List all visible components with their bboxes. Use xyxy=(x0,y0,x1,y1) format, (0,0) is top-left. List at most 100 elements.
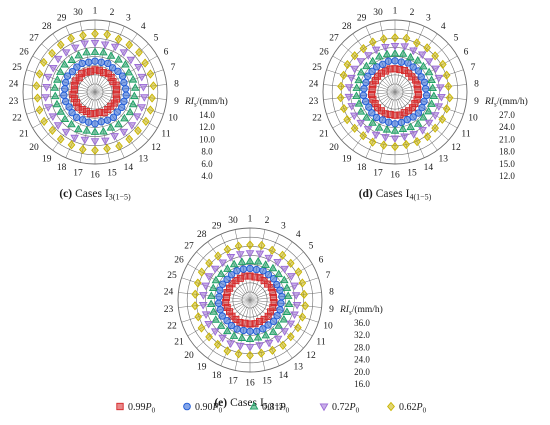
data-point xyxy=(124,67,134,76)
data-point xyxy=(61,97,70,106)
data-point xyxy=(148,93,156,103)
data-point xyxy=(82,47,91,56)
data-point xyxy=(110,43,120,52)
data-point xyxy=(445,93,454,103)
data-point xyxy=(97,118,106,126)
angular-label: 19 xyxy=(42,155,52,165)
data-point xyxy=(106,123,116,131)
data-point xyxy=(431,65,441,74)
data-point xyxy=(216,321,226,329)
data-point xyxy=(197,323,206,333)
data-point xyxy=(298,312,307,322)
data-point xyxy=(79,30,87,41)
angular-label: 2 xyxy=(265,216,270,226)
data-point xyxy=(354,75,364,84)
data-point xyxy=(191,289,200,299)
data-point xyxy=(110,133,119,141)
data-point xyxy=(60,114,70,123)
data-point xyxy=(340,104,348,114)
angular-label: 11 xyxy=(316,337,325,347)
data-point xyxy=(279,314,289,323)
data-point xyxy=(82,126,92,134)
data-point xyxy=(139,94,149,102)
data-point xyxy=(362,61,371,70)
data-point xyxy=(424,58,434,66)
angular-label: 18 xyxy=(57,163,67,173)
legend-marker xyxy=(183,402,191,411)
data-point xyxy=(420,97,428,106)
angular-label: 7 xyxy=(471,63,476,73)
angular-label: 16 xyxy=(245,378,255,388)
hub-spoke xyxy=(94,87,102,93)
data-point xyxy=(286,258,295,268)
hub-spoke xyxy=(393,84,396,93)
hub-spoke xyxy=(245,299,251,308)
angular-label: 20 xyxy=(184,351,194,361)
data-point xyxy=(103,143,111,154)
angular-label: 5 xyxy=(154,33,159,43)
legend-coef: 0.62 xyxy=(399,402,417,413)
angular-label: 5 xyxy=(454,33,459,43)
data-point xyxy=(301,301,310,311)
data-point xyxy=(53,122,63,130)
hub-spoke xyxy=(394,91,397,100)
data-point xyxy=(222,326,232,335)
caption-label: (d) xyxy=(359,188,373,200)
data-point xyxy=(261,260,270,268)
hub-spoke xyxy=(242,296,251,301)
data-point xyxy=(67,140,76,150)
hub-spoke xyxy=(87,91,96,94)
data-point xyxy=(400,43,410,51)
hub-spoke xyxy=(249,295,257,301)
data-point xyxy=(234,349,243,359)
hub-spoke xyxy=(249,299,258,302)
legend-label: 0.99P0 xyxy=(128,402,156,415)
data-point xyxy=(374,123,384,131)
data-point xyxy=(229,331,239,339)
data-point xyxy=(287,273,296,281)
data-point xyxy=(128,75,138,83)
data-point xyxy=(413,38,421,48)
data-point xyxy=(277,299,285,307)
angular-label: 3 xyxy=(426,13,431,23)
hub-spoke xyxy=(248,299,251,308)
angular-label: 6 xyxy=(464,47,469,57)
data-point xyxy=(278,250,287,260)
data-point xyxy=(91,29,99,39)
hub-spoke xyxy=(394,91,400,100)
radial-tick-label: 24.0 xyxy=(354,355,370,365)
hub-spoke xyxy=(94,84,97,93)
radial-tick-label: 6.0 xyxy=(201,159,213,169)
data-point xyxy=(246,327,254,336)
legend-label: 0.90P0 xyxy=(195,402,223,415)
angular-label: 10 xyxy=(168,114,178,124)
data-point xyxy=(279,275,289,284)
hub-spoke xyxy=(94,91,103,94)
data-point xyxy=(205,332,213,342)
radial-tick-label: 36.0 xyxy=(354,318,370,328)
data-point xyxy=(137,73,147,82)
data-point xyxy=(294,323,302,333)
hub-spoke xyxy=(94,88,103,93)
data-point xyxy=(350,65,359,74)
data-point xyxy=(48,125,57,135)
data-point xyxy=(114,34,123,44)
data-point xyxy=(381,43,390,52)
angular-label: 12 xyxy=(306,351,316,361)
angular-label: 11 xyxy=(461,129,470,139)
data-point xyxy=(223,346,232,356)
data-point xyxy=(343,59,352,70)
data-point xyxy=(391,120,399,128)
data-point xyxy=(280,328,289,336)
hub-spoke xyxy=(244,299,251,307)
data-point xyxy=(371,46,381,55)
data-point xyxy=(359,43,368,54)
radial-tick-label: 14.0 xyxy=(199,110,215,120)
data-point xyxy=(292,302,302,310)
angular-label: 29 xyxy=(57,13,67,23)
data-point xyxy=(114,67,122,76)
data-point xyxy=(53,55,63,64)
panel-caption: (e) Cases I5(1−5) xyxy=(214,397,286,411)
data-point xyxy=(211,275,221,284)
data-point xyxy=(382,49,392,58)
